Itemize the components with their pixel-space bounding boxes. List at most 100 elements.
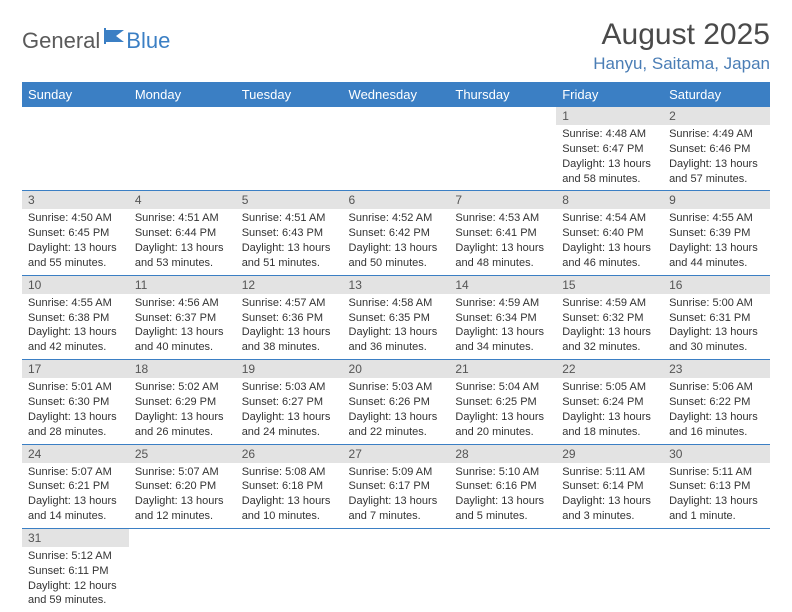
- daylight-text-2: and 30 minutes.: [669, 340, 764, 355]
- month-title: August 2025: [593, 18, 770, 52]
- calendar-table: Sunday Monday Tuesday Wednesday Thursday…: [22, 82, 770, 612]
- day-details: Sunrise: 5:02 AMSunset: 6:29 PMDaylight:…: [129, 378, 236, 443]
- sunrise-text: Sunrise: 5:00 AM: [669, 296, 764, 311]
- empty-day: [343, 107, 450, 125]
- daylight-text-1: Daylight: 13 hours: [349, 494, 444, 509]
- day-number: 17: [22, 360, 129, 378]
- sunrise-text: Sunrise: 5:10 AM: [455, 465, 550, 480]
- sunset-text: Sunset: 6:31 PM: [669, 311, 764, 326]
- daylight-text-1: Daylight: 13 hours: [562, 241, 657, 256]
- daylight-text-2: and 48 minutes.: [455, 256, 550, 271]
- calendar-cell: 1Sunrise: 4:48 AMSunset: 6:47 PMDaylight…: [556, 107, 663, 191]
- sunset-text: Sunset: 6:41 PM: [455, 226, 550, 241]
- daylight-text-1: Daylight: 13 hours: [135, 410, 230, 425]
- daylight-text-2: and 20 minutes.: [455, 425, 550, 440]
- sunrise-text: Sunrise: 4:57 AM: [242, 296, 337, 311]
- empty-day: [449, 107, 556, 125]
- sunset-text: Sunset: 6:18 PM: [242, 479, 337, 494]
- empty-day: [343, 529, 450, 547]
- calendar-cell: 13Sunrise: 4:58 AMSunset: 6:35 PMDayligh…: [343, 275, 450, 359]
- logo-text-2: Blue: [126, 28, 170, 54]
- sunrise-text: Sunrise: 5:02 AM: [135, 380, 230, 395]
- sunset-text: Sunset: 6:30 PM: [28, 395, 123, 410]
- day-details: Sunrise: 5:03 AMSunset: 6:27 PMDaylight:…: [236, 378, 343, 443]
- daylight-text-2: and 42 minutes.: [28, 340, 123, 355]
- calendar-cell: 20Sunrise: 5:03 AMSunset: 6:26 PMDayligh…: [343, 360, 450, 444]
- calendar-week-row: 17Sunrise: 5:01 AMSunset: 6:30 PMDayligh…: [22, 360, 770, 444]
- day-number: 10: [22, 276, 129, 294]
- daylight-text-2: and 24 minutes.: [242, 425, 337, 440]
- calendar-cell: 9Sunrise: 4:55 AMSunset: 6:39 PMDaylight…: [663, 191, 770, 275]
- calendar-cell: 6Sunrise: 4:52 AMSunset: 6:42 PMDaylight…: [343, 191, 450, 275]
- calendar-cell: 19Sunrise: 5:03 AMSunset: 6:27 PMDayligh…: [236, 360, 343, 444]
- sunset-text: Sunset: 6:40 PM: [562, 226, 657, 241]
- calendar-cell: [22, 107, 129, 191]
- day-details: Sunrise: 4:59 AMSunset: 6:34 PMDaylight:…: [449, 294, 556, 359]
- day-number: 26: [236, 445, 343, 463]
- day-details: Sunrise: 4:54 AMSunset: 6:40 PMDaylight:…: [556, 209, 663, 274]
- daylight-text-1: Daylight: 13 hours: [349, 410, 444, 425]
- daylight-text-1: Daylight: 13 hours: [455, 241, 550, 256]
- calendar-cell: 30Sunrise: 5:11 AMSunset: 6:13 PMDayligh…: [663, 444, 770, 528]
- daylight-text-2: and 5 minutes.: [455, 509, 550, 524]
- sunset-text: Sunset: 6:32 PM: [562, 311, 657, 326]
- daylight-text-1: Daylight: 13 hours: [242, 494, 337, 509]
- day-number: 13: [343, 276, 450, 294]
- day-number: 24: [22, 445, 129, 463]
- day-details: Sunrise: 5:09 AMSunset: 6:17 PMDaylight:…: [343, 463, 450, 528]
- daylight-text-2: and 12 minutes.: [135, 509, 230, 524]
- calendar-cell: 7Sunrise: 4:53 AMSunset: 6:41 PMDaylight…: [449, 191, 556, 275]
- sunset-text: Sunset: 6:43 PM: [242, 226, 337, 241]
- day-details: Sunrise: 5:01 AMSunset: 6:30 PMDaylight:…: [22, 378, 129, 443]
- sunset-text: Sunset: 6:36 PM: [242, 311, 337, 326]
- day-details: Sunrise: 4:48 AMSunset: 6:47 PMDaylight:…: [556, 125, 663, 190]
- sunrise-text: Sunrise: 5:07 AM: [28, 465, 123, 480]
- day-header: Wednesday: [343, 82, 450, 107]
- daylight-text-1: Daylight: 13 hours: [28, 241, 123, 256]
- sunset-text: Sunset: 6:26 PM: [349, 395, 444, 410]
- calendar-week-row: 3Sunrise: 4:50 AMSunset: 6:45 PMDaylight…: [22, 191, 770, 275]
- sunset-text: Sunset: 6:25 PM: [455, 395, 550, 410]
- calendar-week-row: 10Sunrise: 4:55 AMSunset: 6:38 PMDayligh…: [22, 275, 770, 359]
- daylight-text-2: and 44 minutes.: [669, 256, 764, 271]
- day-number: 18: [129, 360, 236, 378]
- calendar-cell: 3Sunrise: 4:50 AMSunset: 6:45 PMDaylight…: [22, 191, 129, 275]
- sunset-text: Sunset: 6:34 PM: [455, 311, 550, 326]
- empty-day: [663, 529, 770, 547]
- day-number: 3: [22, 191, 129, 209]
- day-details: Sunrise: 5:05 AMSunset: 6:24 PMDaylight:…: [556, 378, 663, 443]
- daylight-text-1: Daylight: 13 hours: [455, 325, 550, 340]
- empty-day: [129, 529, 236, 547]
- day-details: Sunrise: 5:12 AMSunset: 6:11 PMDaylight:…: [22, 547, 129, 612]
- sunrise-text: Sunrise: 4:56 AM: [135, 296, 230, 311]
- calendar-cell: 23Sunrise: 5:06 AMSunset: 6:22 PMDayligh…: [663, 360, 770, 444]
- calendar-cell: 21Sunrise: 5:04 AMSunset: 6:25 PMDayligh…: [449, 360, 556, 444]
- sunrise-text: Sunrise: 4:49 AM: [669, 127, 764, 142]
- sunrise-text: Sunrise: 5:11 AM: [669, 465, 764, 480]
- day-number: 16: [663, 276, 770, 294]
- daylight-text-2: and 46 minutes.: [562, 256, 657, 271]
- sunset-text: Sunset: 6:20 PM: [135, 479, 230, 494]
- calendar-week-row: 31Sunrise: 5:12 AMSunset: 6:11 PMDayligh…: [22, 528, 770, 612]
- logo: General Blue: [22, 18, 170, 58]
- day-header: Thursday: [449, 82, 556, 107]
- day-number: 12: [236, 276, 343, 294]
- sunrise-text: Sunrise: 4:52 AM: [349, 211, 444, 226]
- daylight-text-1: Daylight: 13 hours: [242, 241, 337, 256]
- day-number: 27: [343, 445, 450, 463]
- sunrise-text: Sunrise: 5:09 AM: [349, 465, 444, 480]
- day-number: 7: [449, 191, 556, 209]
- sunrise-text: Sunrise: 5:03 AM: [242, 380, 337, 395]
- daylight-text-1: Daylight: 13 hours: [28, 325, 123, 340]
- daylight-text-2: and 51 minutes.: [242, 256, 337, 271]
- logo-text-1: General: [22, 28, 100, 54]
- sunrise-text: Sunrise: 4:48 AM: [562, 127, 657, 142]
- day-details: Sunrise: 5:00 AMSunset: 6:31 PMDaylight:…: [663, 294, 770, 359]
- daylight-text-1: Daylight: 13 hours: [562, 410, 657, 425]
- sunset-text: Sunset: 6:39 PM: [669, 226, 764, 241]
- daylight-text-2: and 36 minutes.: [349, 340, 444, 355]
- calendar-cell: 10Sunrise: 4:55 AMSunset: 6:38 PMDayligh…: [22, 275, 129, 359]
- calendar-cell: 29Sunrise: 5:11 AMSunset: 6:14 PMDayligh…: [556, 444, 663, 528]
- calendar-cell: 24Sunrise: 5:07 AMSunset: 6:21 PMDayligh…: [22, 444, 129, 528]
- day-number: 25: [129, 445, 236, 463]
